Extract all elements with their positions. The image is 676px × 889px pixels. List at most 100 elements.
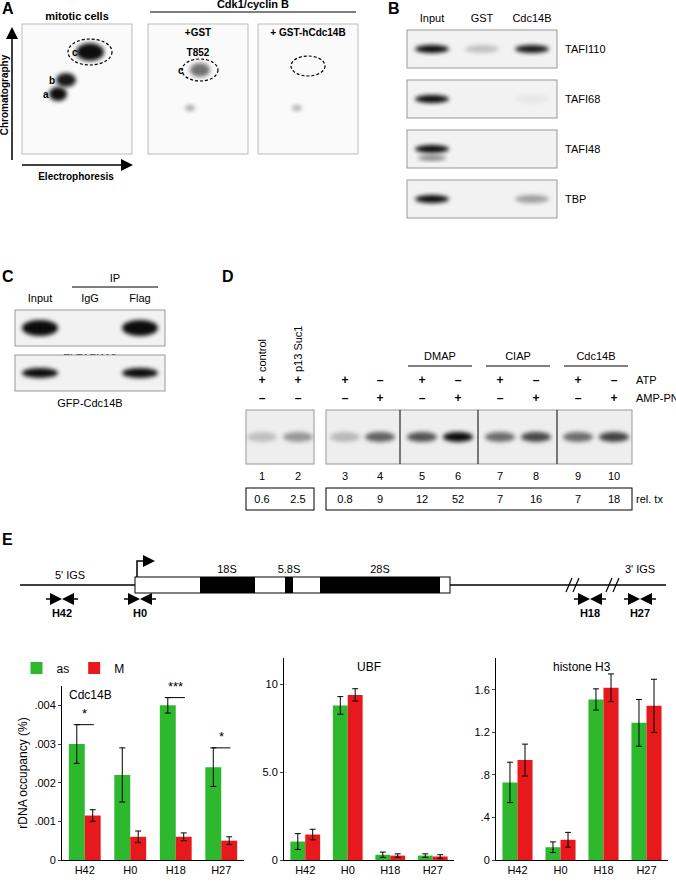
svg-text:TBP: TBP [565,193,586,205]
svg-text:–: – [611,373,618,387]
svg-text:GST: GST [471,12,494,24]
svg-text:12: 12 [416,493,428,505]
svg-text:.004: .004 [34,699,55,711]
svg-text:+: + [294,373,301,387]
svg-text:*: * [219,729,224,744]
svg-text:+: + [454,391,461,405]
svg-text:Flag: Flag [129,292,150,304]
svg-text:rDNA occupancy (%): rDNA occupancy (%) [16,717,30,828]
svg-text:4: 4 [377,470,383,482]
svg-text:C: C [2,268,14,285]
svg-text:1: 1 [259,470,265,482]
svg-text:.8: .8 [481,769,490,781]
svg-text:***: *** [168,679,183,694]
svg-text:Input: Input [28,292,52,304]
svg-text:–: – [497,391,504,405]
svg-text:5: 5 [419,470,425,482]
svg-text:5' IGS: 5' IGS [55,569,85,581]
svg-text:+ GST-hCdc14B: + GST-hCdc14B [270,27,345,38]
svg-text:H18: H18 [593,864,613,876]
svg-text:AMP-PNP: AMP-PNP [636,392,676,404]
svg-text:2: 2 [295,470,301,482]
svg-text:UBF: UBF [357,660,381,674]
svg-text:E: E [2,531,13,548]
svg-text:+GST: +GST [185,27,211,38]
svg-text:0.8: 0.8 [337,493,352,505]
svg-text:c: c [178,65,184,76]
svg-text:H0: H0 [123,864,137,876]
svg-text:–: – [455,373,462,387]
svg-text:3: 3 [342,470,348,482]
svg-text:Cdc14B: Cdc14B [512,12,551,24]
svg-text:16: 16 [530,493,542,505]
svg-text:mitotic cells: mitotic cells [45,10,109,22]
svg-text:0: 0 [50,854,56,866]
svg-text:D: D [222,268,234,285]
svg-text:p13 Suc1: p13 Suc1 [292,326,304,372]
svg-text:2.5: 2.5 [290,493,305,505]
svg-text:B: B [388,0,400,17]
svg-text:5.0: 5.0 [263,766,278,778]
svg-text:.001: .001 [34,815,55,827]
svg-text:28S: 28S [370,563,390,575]
svg-text:H27: H27 [423,864,443,876]
svg-text:–: – [342,391,349,405]
svg-text:as: as [57,662,70,676]
svg-text:M: M [114,662,124,676]
svg-text:–: – [259,391,266,405]
svg-text:IP: IP [110,272,120,284]
svg-text:b: b [49,75,55,86]
svg-text:Input: Input [420,12,444,24]
svg-text:*: * [82,706,87,721]
svg-text:H0: H0 [133,607,147,619]
svg-text:histone H3: histone H3 [553,660,611,674]
svg-text:6: 6 [455,470,461,482]
svg-text:–: – [377,373,384,387]
svg-text:IgG: IgG [81,292,99,304]
svg-text:+: + [610,391,617,405]
svg-text:control: control [256,339,268,372]
svg-text:+: + [574,373,581,387]
svg-text:.002: .002 [34,777,55,789]
svg-text:H0: H0 [553,864,567,876]
svg-text:18: 18 [608,493,620,505]
svg-text:Chromatography: Chromatography [0,54,10,135]
svg-text:+: + [376,391,383,405]
svg-text:a: a [43,89,49,100]
svg-text:TAFI48: TAFI48 [565,143,600,155]
svg-text:0: 0 [484,854,490,866]
svg-text:GFP-Cdc14B: GFP-Cdc14B [57,397,122,409]
svg-text:DMAP: DMAP [424,350,456,362]
svg-text:Electrophoresis: Electrophoresis [38,171,114,182]
svg-text:–: – [419,391,426,405]
svg-text:18S: 18S [217,563,237,575]
svg-text:10: 10 [608,470,620,482]
svg-text:8: 8 [533,470,539,482]
svg-text:H18: H18 [166,864,186,876]
svg-text:H42: H42 [507,864,527,876]
svg-text:+: + [532,391,539,405]
svg-text:+: + [341,373,348,387]
svg-text:H27: H27 [211,864,231,876]
svg-text:–: – [295,391,302,405]
svg-text:1.6: 1.6 [475,684,490,696]
svg-text:7: 7 [497,470,503,482]
svg-text:52: 52 [452,493,464,505]
svg-text:H42: H42 [295,864,315,876]
svg-text:+: + [418,373,425,387]
svg-text:–: – [575,391,582,405]
svg-text:0: 0 [272,854,278,866]
svg-text:7: 7 [497,493,503,505]
svg-text:H27: H27 [636,864,656,876]
svg-text:Cdc14B: Cdc14B [69,688,112,702]
svg-text:Cdk1/cyclin B: Cdk1/cyclin B [217,0,289,10]
svg-text:H0: H0 [341,864,355,876]
svg-text:ATP: ATP [636,374,657,386]
svg-text:3' IGS: 3' IGS [625,563,655,575]
svg-text:+: + [496,373,503,387]
svg-text:0.6: 0.6 [254,493,269,505]
svg-text:+: + [258,373,265,387]
svg-text:5.8S: 5.8S [278,563,301,575]
svg-text:H18: H18 [580,607,600,619]
svg-text:.4: .4 [481,811,490,823]
